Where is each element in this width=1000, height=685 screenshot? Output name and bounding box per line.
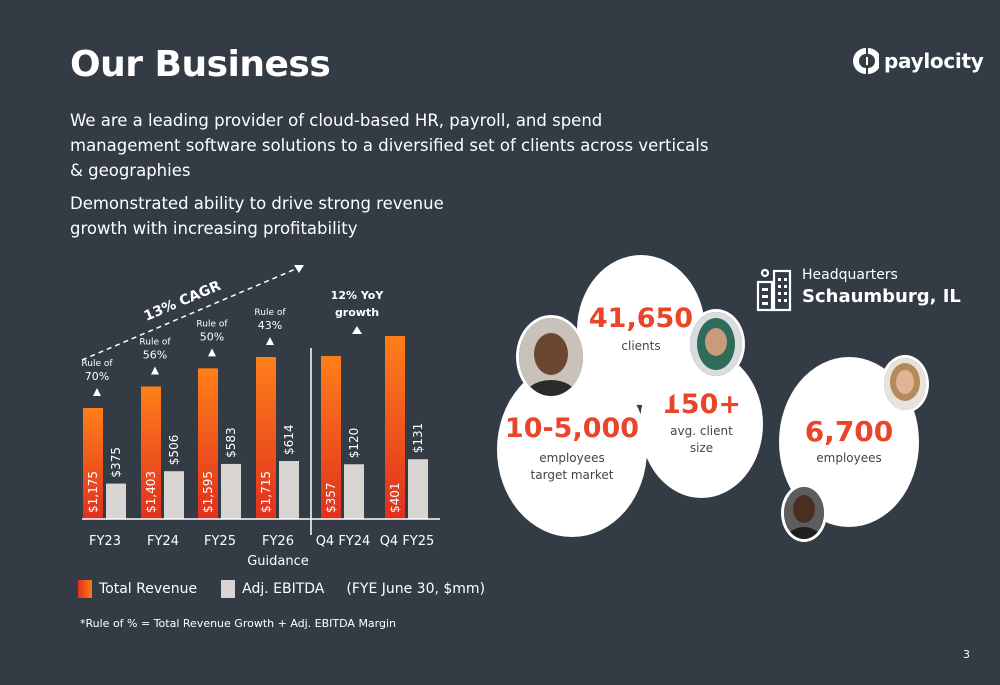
avatar-photo (687, 309, 745, 379)
stat-value-client-size: 150+ (662, 388, 741, 420)
yoy-label: growth (335, 306, 379, 319)
data-label-revenue: $1,715 (259, 471, 273, 513)
legend-label-ebitda: Adj. EBITDA (242, 581, 325, 597)
bar-total-revenue (256, 357, 276, 519)
tick-label: Guidance (247, 554, 309, 569)
rule-of-value: 43% (258, 319, 282, 332)
stat-value-employees: 6,700 (804, 414, 894, 448)
triangle-marker-icon (352, 326, 362, 334)
legend-label-revenue: Total Revenue (99, 581, 198, 597)
rule-of-label: Rule of (139, 337, 171, 347)
rule-of-label: Rule of (254, 308, 286, 318)
triangle-marker-icon (93, 388, 101, 397)
bar-total-revenue (321, 356, 341, 519)
rule-of-label: Rule of (196, 319, 228, 329)
data-label-ebitda: $120 (347, 428, 361, 459)
yoy-label: 12% YoY (331, 289, 385, 302)
bar-total-revenue (141, 386, 161, 519)
page-number: 3 (963, 648, 970, 661)
bar-adj-ebitda (106, 483, 126, 519)
triangle-marker-icon (266, 337, 274, 345)
person-icon (690, 312, 742, 376)
tick-label: FY25 (204, 534, 236, 549)
stat-value-clients: 41,650 (588, 303, 694, 335)
chart-tagline: Demonstrated ability to drive strong rev… (70, 194, 444, 238)
legend-units-note: (FYE June 30, $mm) (346, 581, 486, 597)
stat-label-client-size-2: size (689, 441, 714, 456)
bar-total-revenue (83, 408, 103, 519)
person-icon (519, 318, 583, 396)
page-title: Our Business (70, 44, 331, 85)
legend-swatch-ebitda (221, 580, 236, 598)
stat-circle-clients: 41,650 clients (577, 255, 705, 405)
avatar-photo (881, 355, 929, 413)
tick-label: FY24 (147, 534, 179, 549)
data-label-revenue: $1,403 (144, 471, 158, 513)
avatar-photo (516, 315, 586, 399)
page-subtitle: We are a leading provider of cloud-based… (70, 111, 709, 180)
triangle-marker-icon (151, 366, 159, 375)
legend-swatch-revenue (78, 580, 92, 598)
stat-label-client-size-1: avg. client (670, 424, 733, 439)
tick-label: FY23 (89, 534, 121, 549)
cagr-arrow-head-icon (294, 265, 304, 273)
bar-total-revenue (385, 336, 405, 519)
avatar-photo (781, 484, 827, 542)
paylocity-logo-icon (853, 48, 879, 74)
rule-of-value: 70% (85, 370, 109, 383)
stat-label-employees-target-1: employees (539, 450, 605, 465)
bar-adj-ebitda (164, 471, 184, 519)
bar-adj-ebitda (279, 461, 299, 519)
triangle-marker-icon (208, 348, 216, 357)
tick-label: Q4 FY24 (316, 534, 371, 549)
person-icon (784, 487, 824, 539)
paylocity-logo: paylocity (853, 47, 984, 75)
rule-of-value: 50% (200, 330, 224, 343)
bar-adj-ebitda (221, 463, 241, 519)
headquarters: Headquarters Schaumburg, IL (756, 266, 961, 312)
tick-label: Q4 FY25 (380, 534, 435, 549)
data-label-revenue: $1,595 (201, 471, 215, 513)
bar-adj-ebitda (344, 464, 364, 519)
chart-legend: Total Revenue Adj. EBITDA (FYE June 30, … (78, 580, 485, 598)
bar-total-revenue (198, 368, 218, 519)
footnote: *Rule of % = Total Revenue Growth + Adj.… (80, 617, 397, 630)
data-label-ebitda: $131 (411, 423, 425, 454)
rule-of-label: Rule of (81, 359, 113, 369)
stat-label-employees: employees (816, 451, 882, 466)
data-label-ebitda: $614 (282, 424, 296, 455)
data-label-revenue: $401 (388, 482, 402, 513)
hq-city: Schaumburg, IL (802, 286, 961, 307)
rule-of-value: 56% (143, 348, 167, 361)
logo-text: paylocity (884, 49, 984, 73)
person-icon (884, 358, 926, 410)
data-label-revenue: $357 (324, 482, 338, 513)
cagr-arrow-line (81, 267, 299, 361)
data-label-ebitda: $375 (109, 447, 123, 478)
tick-label: FY26 (262, 534, 294, 549)
stat-label-clients: clients (621, 338, 661, 353)
building-icon (756, 268, 792, 312)
bar-adj-ebitda (408, 459, 428, 519)
stat-value-employees-target: 10-5,000 (504, 413, 640, 445)
data-label-revenue: $1,175 (86, 471, 100, 513)
data-label-ebitda: $506 (167, 435, 181, 466)
hq-label: Headquarters (802, 267, 898, 283)
data-label-ebitda: $583 (224, 427, 238, 458)
stat-label-employees-target-2: target market (530, 467, 614, 482)
